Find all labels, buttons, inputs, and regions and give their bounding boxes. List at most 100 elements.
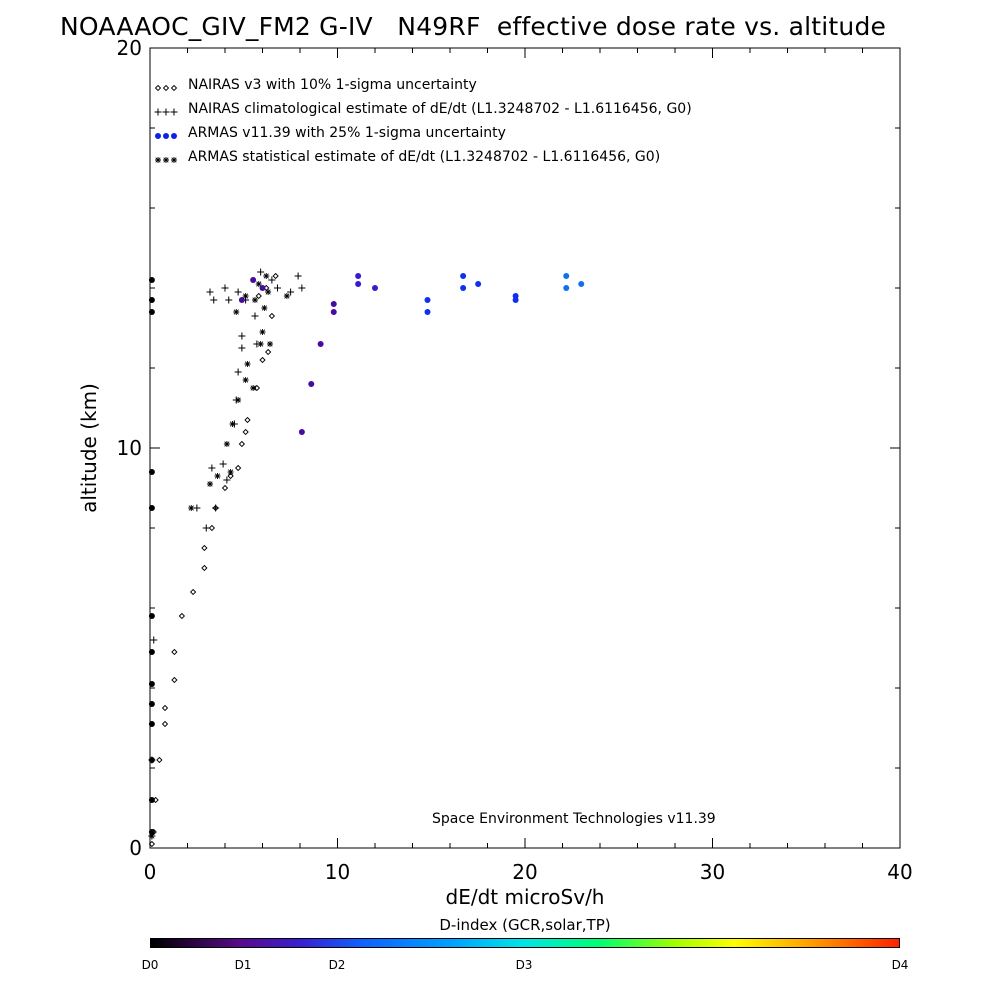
data-point-series-2	[578, 281, 585, 287]
data-point-series-3	[257, 341, 264, 347]
data-point-series-2	[250, 277, 257, 283]
legend-marker	[154, 84, 162, 92]
colorbar-tick-label: D4	[891, 958, 909, 972]
data-point-series-0	[171, 648, 178, 656]
data-point-series-2	[298, 429, 305, 435]
data-point-series-0	[201, 544, 208, 552]
data-point-series-2	[308, 381, 315, 387]
data-point-series-0	[253, 384, 261, 392]
data-point-series-1	[219, 460, 227, 468]
data-point-series-1	[238, 344, 246, 352]
x-tick-label: 20	[512, 860, 537, 884]
x-tick-label: 40	[887, 860, 912, 884]
colorbar-tick-label: D0	[141, 958, 159, 972]
data-point-series-1	[287, 288, 295, 296]
data-point-series-1	[208, 464, 216, 472]
data-point-series-2	[148, 277, 155, 283]
data-point-series-1	[212, 504, 220, 512]
data-point-series-3	[188, 505, 195, 511]
data-point-series-0	[161, 720, 169, 728]
data-point-series-3	[267, 341, 273, 347]
data-point-series-0	[189, 588, 197, 596]
data-point-series-3	[148, 833, 155, 839]
data-point-series-1	[251, 312, 259, 320]
data-point-series-3	[265, 289, 272, 295]
data-point-series-1	[202, 524, 210, 532]
data-point-series-1	[206, 288, 214, 296]
legend-marker	[171, 133, 177, 139]
legend-label: NAIRAS climatological estimate of dE/dt …	[188, 101, 692, 117]
legend-marker	[170, 84, 178, 92]
data-point-series-0	[161, 704, 169, 712]
data-point-series-3	[250, 385, 257, 391]
x-tick-label: 0	[144, 860, 157, 884]
data-point-series-0	[221, 484, 229, 492]
data-point-series-1	[150, 636, 158, 644]
x-tick-label: 30	[700, 860, 725, 884]
legend-marker	[170, 108, 178, 116]
data-point-series-1	[221, 284, 229, 292]
data-point-series-2	[148, 505, 155, 511]
data-point-series-2	[148, 613, 155, 619]
data-point-series-3	[233, 309, 240, 315]
data-point-series-0	[156, 756, 163, 764]
data-point-series-0	[171, 676, 178, 684]
y-axis-label: altitude (km)	[77, 383, 101, 513]
data-point-series-2	[259, 285, 266, 291]
data-point-series-3	[283, 293, 290, 299]
colorbar-tick-label: D1	[234, 958, 252, 972]
data-point-series-0	[227, 472, 234, 480]
legend-marker	[155, 133, 161, 139]
data-point-series-2	[512, 293, 519, 299]
data-point-series-2	[238, 297, 245, 303]
data-point-series-3	[229, 421, 236, 427]
legend-marker	[163, 157, 169, 163]
data-point-series-3	[261, 305, 268, 311]
legend-marker	[163, 133, 169, 139]
data-point-series-0	[264, 348, 272, 356]
data-point-series-0	[259, 356, 266, 364]
data-point-series-2	[148, 681, 155, 687]
data-point-series-0	[244, 416, 251, 424]
data-point-series-3	[242, 377, 249, 383]
credit-text: Space Environment Technologies v11.39	[432, 811, 716, 827]
data-point-series-3	[227, 469, 234, 475]
data-point-series-2	[563, 285, 570, 291]
data-point-series-1	[223, 476, 231, 484]
data-point-series-0	[242, 428, 249, 436]
data-point-series-1	[298, 284, 306, 292]
data-point-series-1	[225, 296, 233, 304]
legend-marker	[155, 157, 161, 163]
data-point-series-1	[234, 368, 242, 376]
data-point-series-2	[317, 341, 324, 347]
y-tick-label: 20	[117, 36, 142, 60]
data-point-series-1	[234, 288, 242, 296]
y-tick-label: 0	[129, 836, 142, 860]
data-point-series-0	[268, 312, 276, 320]
data-point-series-1	[193, 504, 201, 512]
data-point-series-2	[148, 469, 155, 475]
legend-label: ARMAS v11.39 with 25% 1-sigma uncertaint…	[188, 125, 506, 141]
data-point-series-2	[355, 273, 362, 279]
legend-label: NAIRAS v3 with 10% 1-sigma uncertainty	[188, 77, 477, 93]
data-point-series-2	[148, 721, 155, 727]
data-point-series-2	[148, 701, 155, 707]
data-point-series-2	[460, 285, 467, 291]
data-point-series-2	[148, 297, 155, 303]
colorbar-tick-label: D3	[515, 958, 533, 972]
data-point-series-3	[214, 473, 221, 479]
d-index-colorbar	[150, 938, 900, 948]
data-point-series-2	[330, 301, 337, 307]
data-point-series-1	[268, 276, 276, 284]
plot-frame	[149, 47, 901, 849]
data-point-series-3	[235, 397, 242, 403]
data-point-series-0	[255, 292, 262, 300]
data-point-series-3	[207, 481, 213, 487]
legend-label: ARMAS statistical estimate of dE/dt (L1.…	[188, 149, 660, 165]
data-point-series-0	[148, 840, 156, 848]
data-point-series-0	[208, 524, 216, 532]
x-axis-label: dE/dt microSv/h	[446, 885, 605, 909]
data-point-series-2	[148, 649, 155, 655]
legend-marker	[171, 157, 177, 163]
data-point-series-3	[252, 297, 258, 303]
